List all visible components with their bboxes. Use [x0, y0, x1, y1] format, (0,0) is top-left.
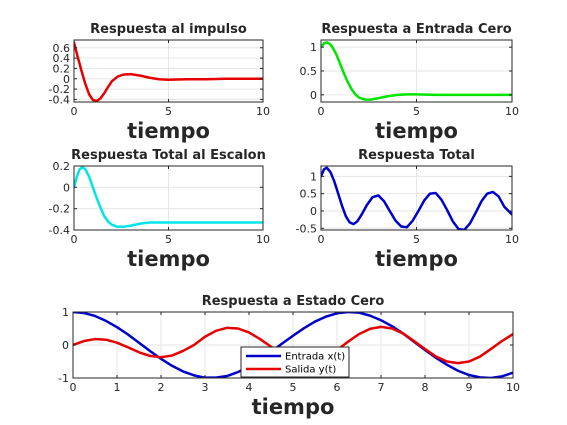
y-tick-label: -0.4 — [49, 93, 70, 106]
y-tick-label: -0.2 — [49, 83, 70, 96]
y-tick-label: 1 — [310, 170, 317, 183]
y-tick-label: 0.6 — [53, 42, 71, 55]
y-tick-label: 0 — [63, 181, 70, 194]
chart-title: Respuesta Total al Escalon — [71, 148, 266, 163]
x-tick-label: 8 — [422, 381, 429, 394]
x-tick-label: 0 — [71, 105, 78, 118]
y-tick-label: 1 — [62, 306, 69, 319]
y-tick-label: 0 — [310, 89, 317, 102]
x-tick-label: 0 — [70, 381, 77, 394]
x-tick-label: 3 — [202, 381, 209, 394]
x-axis-label: tiempo — [127, 247, 210, 271]
series-line-1 — [321, 41, 512, 101]
x-axis-label: tiempo — [252, 395, 335, 419]
x-tick-label: 5 — [413, 105, 420, 118]
chart-title: Respuesta Total — [358, 148, 475, 163]
legend-entry-label: Entrada x(t) — [285, 352, 345, 363]
x-tick-label: 4 — [246, 381, 253, 394]
y-tick-label: 0.2 — [53, 62, 71, 75]
y-tick-label: 0.5 — [300, 65, 318, 78]
y-tick-label: -1 — [58, 372, 69, 385]
x-axis-label: tiempo — [375, 119, 458, 143]
legend-box — [240, 346, 350, 378]
x-tick-label: 10 — [506, 381, 520, 394]
y-tick-label: 1 — [310, 41, 317, 54]
x-axis-label: tiempo — [375, 247, 458, 271]
y-tick-label: -0.5 — [296, 222, 317, 235]
y-tick-label: 0 — [62, 339, 69, 352]
series-line-1 — [74, 166, 263, 229]
x-tick-label: 5 — [165, 105, 172, 118]
x-tick-label: 5 — [413, 233, 420, 246]
x-tick-label: 2 — [158, 381, 165, 394]
x-axis-label: tiempo — [127, 119, 210, 143]
x-tick-label: 0 — [318, 105, 325, 118]
x-tick-label: 9 — [466, 381, 473, 394]
y-tick-label: 0.4 — [53, 52, 71, 65]
x-tick-label: 7 — [378, 381, 385, 394]
x-tick-label: 10 — [505, 233, 519, 246]
x-tick-label: 0 — [318, 233, 325, 246]
series-line-1 — [74, 41, 263, 102]
x-tick-label: 1 — [114, 381, 121, 394]
y-tick-label: 0.5 — [300, 188, 318, 201]
x-tick-label: 10 — [256, 105, 270, 118]
y-tick-label: 0 — [310, 205, 317, 218]
x-tick-label: 5 — [165, 233, 172, 246]
x-tick-label: 0 — [71, 233, 78, 246]
y-tick-label: -0.2 — [49, 203, 70, 216]
legend: Entrada x(t) Salida y(t) — [240, 346, 350, 378]
y-tick-label: 0.2 — [53, 160, 71, 173]
y-tick-label: -0.4 — [49, 224, 70, 237]
chart-zero-input: 0 5 10 0 0.5 1 Respuesta a Entrada Cero tiempo — [300, 22, 520, 143]
x-tick-label: 5 — [290, 381, 297, 394]
x-tick-label: 6 — [334, 381, 341, 394]
x-tick-label: 10 — [505, 105, 519, 118]
x-tick-label: 10 — [256, 233, 270, 246]
legend-entry-label: Salida y(t) — [285, 365, 336, 376]
chart-title: Respuesta a Entrada Cero — [321, 22, 511, 37]
series-line-entrada-x-t — [73, 312, 513, 378]
series-line-1 — [321, 166, 512, 230]
chart-title: Respuesta al impulso — [90, 22, 247, 37]
chart-title: Respuesta a Estado Cero — [202, 294, 385, 309]
y-tick-label: 0 — [63, 73, 70, 86]
